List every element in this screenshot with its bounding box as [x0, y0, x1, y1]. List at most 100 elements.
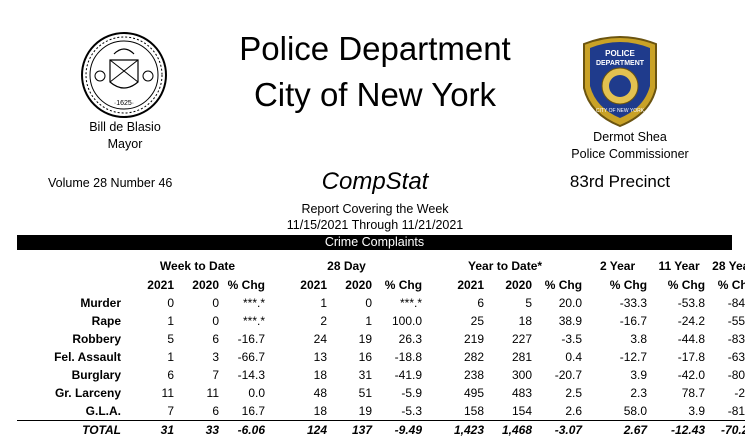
- total-cell: 2.67: [585, 420, 651, 439]
- table-cell: 100.0: [392, 314, 423, 328]
- mayor-name: Bill de Blasio: [89, 120, 161, 134]
- table-cell: 6: [477, 296, 485, 310]
- seal-year: ·1625·: [114, 100, 134, 107]
- badge-text-police: POLICE: [605, 49, 635, 58]
- table-cell: -80.2: [727, 368, 745, 382]
- total-cell: -9.49: [375, 420, 426, 439]
- badge-text-city: CITY OF NEW YORK: [596, 108, 645, 114]
- table-cell: 227: [512, 332, 533, 346]
- city-seal-logo: ·1625·: [81, 32, 167, 118]
- badge-text-department: DEPARTMENT: [596, 60, 645, 67]
- table-cell: -81.6: [727, 404, 745, 418]
- table-cell: 6: [212, 332, 219, 346]
- total-cell: 1,423: [425, 420, 488, 439]
- table-cell: -20.7: [554, 368, 583, 382]
- table-cell: 3.9: [630, 368, 648, 382]
- table-cell: 6: [167, 368, 174, 382]
- table-cell: 24: [313, 332, 327, 346]
- table-cell: 0: [212, 296, 219, 310]
- table-cell: 282: [464, 350, 485, 364]
- commissioner-name: Dermot Shea: [593, 130, 667, 144]
- table-cell: 158: [464, 404, 485, 418]
- total-cell: 31: [127, 420, 177, 439]
- total-cell: -3.07: [535, 420, 586, 439]
- table-row: Fel. Assault 1 3 -66.7 13 16 -18.8 282 281 0.4 -12…: [17, 348, 745, 366]
- table-cell: -42.0: [677, 368, 706, 382]
- table-cell: 7: [212, 368, 219, 382]
- table-cell: 16: [358, 350, 372, 364]
- row-label: Robbery: [72, 332, 121, 346]
- commissioner-title: Police Commissioner: [571, 147, 689, 161]
- table-cell: 48: [313, 386, 327, 400]
- column-header: % Chg: [609, 278, 648, 292]
- table-row: Burglary 6 7 -14.3 18 31 -41.9 238 300 -20.7 3.9 -4…: [17, 366, 745, 384]
- table-cell: 3.9: [688, 404, 706, 418]
- column-header: 2020: [192, 278, 219, 292]
- table-cell: ***.*: [242, 296, 265, 310]
- row-label: Gr. Larceny: [54, 386, 121, 400]
- row-label: Fel. Assault: [54, 350, 121, 364]
- table-row: Gr. Larceny 11 11 0.0 48 51 -5.9 495 483 2.5 2.3 78…: [17, 384, 745, 402]
- precinct-name: 83rd Precinct: [569, 172, 671, 191]
- table-cell: 1: [365, 314, 372, 328]
- table-cell: -14.3: [237, 368, 265, 382]
- crime-complaints-table: Week to Date 28 Day Year to Date* 2 Year 11 …: [17, 256, 745, 439]
- table-cell: 19: [358, 404, 372, 418]
- page-title-line1: Police Department: [239, 30, 511, 67]
- table-cell: -17.8: [677, 350, 706, 364]
- table-cell: 0.4: [565, 350, 583, 364]
- table-cell: 18: [313, 404, 327, 418]
- group-header: Week to Date: [159, 259, 236, 273]
- table-cell: -5.9: [401, 386, 423, 400]
- table-cell: -33.3: [619, 296, 648, 310]
- total-cell: 124: [268, 420, 330, 439]
- group-header-row: Week to Date 28 Day Year to Date* 2 Year 11 …: [17, 256, 745, 276]
- table-cell: 1: [167, 314, 174, 328]
- table-cell: -24.2: [677, 314, 706, 328]
- header-spacer: [17, 256, 127, 276]
- table-cell: 19: [358, 332, 372, 346]
- column-header: 2021: [300, 278, 327, 292]
- table-cell: 0: [212, 314, 219, 328]
- page-title-line2: City of New York: [253, 76, 497, 113]
- group-header: Year to Date*: [468, 259, 543, 273]
- total-cell: -70.24: [708, 420, 745, 439]
- table-cell: 1: [320, 296, 327, 310]
- table-cell: 26.3: [398, 332, 423, 346]
- section-band: Crime Complaints: [17, 235, 732, 250]
- table-cell: 25: [470, 314, 485, 328]
- table-cell: 3: [212, 350, 219, 364]
- table-cell: 300: [512, 368, 533, 382]
- column-header: 2020: [505, 278, 533, 292]
- group-header: 11 Year: [658, 259, 700, 273]
- group-header: 28 Day: [327, 259, 366, 273]
- table-cell: 11: [206, 386, 219, 400]
- table-cell: -84.2: [727, 296, 745, 310]
- table-cell: 2.5: [565, 386, 583, 400]
- police-badge-logo: POLICE DEPARTMENT CITY OF NEW YORK: [583, 36, 657, 128]
- table-cell: 7: [167, 404, 174, 418]
- table-cell: 238: [464, 368, 485, 382]
- table-cell: 38.9: [558, 314, 583, 328]
- table-cell: -63.0: [727, 350, 745, 364]
- volume-number: Volume 28 Number 46: [48, 176, 173, 190]
- row-label: Rape: [91, 314, 121, 328]
- table-cell: 281: [512, 350, 533, 364]
- table-cell: ***.*: [400, 296, 423, 310]
- total-row: TOTAL 31 33 -6.06 124 137 -9.49 1,423 1,468 -3.07…: [17, 420, 745, 439]
- group-header: 2 Year: [599, 259, 636, 273]
- report-name: CompStat: [321, 168, 429, 195]
- table-cell: 3.8: [630, 332, 648, 346]
- report-covering: Report Covering the Week: [301, 202, 449, 216]
- table-cell: -2.4: [734, 386, 745, 400]
- column-header: 2020: [345, 278, 372, 292]
- column-header: % Chg: [227, 278, 265, 292]
- table-cell: 18: [313, 368, 327, 382]
- table-cell: 1: [167, 350, 174, 364]
- mayor-title: Mayor: [107, 137, 143, 151]
- table-cell: -41.9: [394, 368, 423, 382]
- column-header: % Chg: [544, 278, 583, 292]
- header-spacer: [17, 276, 127, 294]
- table-cell: -16.7: [237, 332, 265, 346]
- total-cell: -6.06: [222, 420, 268, 439]
